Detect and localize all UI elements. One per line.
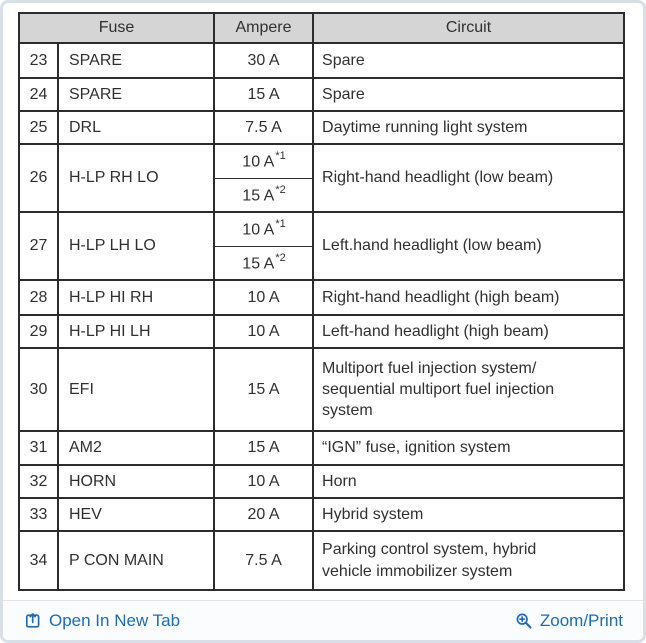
- fuse-ampere: 10 A: [213, 279, 315, 316]
- fuse-ampere-option-1: 10 A*1: [213, 211, 315, 247]
- fuse-ampere: 15 A: [213, 77, 315, 112]
- footnote-marker: *1: [275, 218, 286, 231]
- table-row: 15 A*2: [19, 245, 624, 281]
- viewer-toolbar: Open In New Tab Zoom/Print: [3, 600, 643, 640]
- fuse-number: 33: [18, 497, 59, 532]
- fuse-number: 27: [18, 211, 59, 281]
- fuse-circuit: Right-hand headlight (low beam): [312, 143, 626, 213]
- fuse-ampere: 7.5 A: [213, 530, 315, 591]
- table-area: Fuse Ampere Circuit 23 SPARE 30 A Spare …: [3, 3, 643, 600]
- footnote-marker: *2: [275, 183, 286, 196]
- fuse-name: H-LP RH LO: [56, 143, 216, 213]
- fuse-ampere: 7.5 A: [213, 110, 315, 145]
- ampere-value: 15 A: [242, 254, 275, 272]
- table-row: 26 H-LP RH LO 10 A*1 Right-hand headligh…: [18, 143, 626, 213]
- fuse-circuit: Daytime running light system: [312, 110, 626, 145]
- table-row: 34 P CON MAIN 7.5 A Parking control syst…: [18, 530, 626, 591]
- fuse-number: 23: [18, 42, 59, 79]
- fuse-ampere: 15 A: [213, 430, 315, 466]
- fuse-number: 28: [18, 279, 59, 316]
- header-fuse: Fuse: [17, 12, 216, 44]
- fuse-number: 34: [18, 530, 59, 591]
- fuse-number: 30: [18, 347, 59, 432]
- fuse-ampere-option-2: 15 A*2: [213, 177, 315, 213]
- table-row: 27 H-LP LH LO 10 A*1 Left.hand headlight…: [18, 211, 626, 281]
- table-row: 23 SPARE 30 A Spare: [18, 42, 626, 79]
- fuse-circuit: Left.hand headlight (low beam): [312, 211, 626, 281]
- fuse-circuit: Spare: [312, 42, 626, 79]
- header-circuit: Circuit: [312, 12, 626, 44]
- fuse-name: SPARE: [56, 42, 216, 79]
- magnifier-plus-icon: [515, 612, 533, 630]
- fuse-name: EFI: [56, 347, 216, 432]
- fuse-ampere: 10 A: [213, 314, 315, 349]
- open-in-new-tab-link[interactable]: Open In New Tab: [25, 611, 180, 631]
- footnote-marker: *2: [275, 251, 286, 264]
- fuse-circuit: Multiport fuel injection system/ sequent…: [312, 347, 626, 432]
- fuse-ampere-option-1: 10 A*1: [213, 143, 315, 179]
- fuse-ampere: 15 A: [213, 347, 315, 432]
- fuse-circuit: Hybrid system: [312, 497, 626, 532]
- fuse-name: SPARE: [56, 77, 216, 112]
- fuse-ampere: 30 A: [213, 42, 315, 79]
- open-in-new-tab-icon: [25, 612, 42, 629]
- fuse-number: 24: [18, 77, 59, 112]
- fuse-circuit: Horn: [312, 464, 626, 499]
- open-in-new-tab-label: Open In New Tab: [49, 610, 181, 630]
- footnote-marker: *1: [275, 150, 286, 163]
- fuse-name: H-LP HI LH: [56, 314, 216, 349]
- fuse-circuit: Spare: [312, 77, 626, 112]
- fuse-name: DRL: [56, 110, 216, 145]
- fuse-number: 29: [18, 314, 59, 349]
- header-ampere: Ampere: [213, 12, 315, 44]
- fuse-name: HEV: [56, 497, 216, 532]
- fuse-circuit: Left-hand headlight (high beam): [312, 314, 626, 349]
- table-row: 31 AM2 15 A “IGN” fuse, ignition system: [18, 430, 626, 466]
- fuse-number: 32: [18, 464, 59, 499]
- table-row: 24 SPARE 15 A Spare: [18, 77, 626, 112]
- ampere-value: 15 A: [242, 186, 275, 204]
- fuse-name: P CON MAIN: [56, 530, 216, 591]
- fuse-number: 26: [18, 143, 59, 213]
- fuse-ampere: 20 A: [213, 497, 315, 532]
- ampere-value: 10 A: [242, 153, 275, 171]
- fuse-name: AM2: [56, 430, 216, 466]
- fuse-number: 25: [18, 110, 59, 145]
- table-row: 32 HORN 10 A Horn: [18, 464, 626, 499]
- table-row: 25 DRL 7.5 A Daytime running light syste…: [18, 110, 626, 145]
- zoom-print-link[interactable]: Zoom/Print: [515, 611, 623, 631]
- fuse-ampere: 10 A: [213, 464, 315, 499]
- table-row: 28 H-LP HI RH 10 A Right-hand headlight …: [18, 279, 626, 316]
- fuse-circuit: Parking control system, hybrid vehicle i…: [312, 530, 626, 591]
- header-row: Fuse Ampere Circuit: [17, 12, 626, 44]
- table-row: 33 HEV 20 A Hybrid system: [18, 497, 626, 532]
- table-row: 29 H-LP HI LH 10 A Left-hand headlight (…: [18, 314, 626, 349]
- fuse-circuit: Right-hand headlight (high beam): [312, 279, 626, 316]
- zoom-print-label: Zoom/Print: [539, 610, 623, 630]
- fuse-name: H-LP LH LO: [56, 211, 216, 281]
- fuse-table: Fuse Ampere Circuit 23 SPARE 30 A Spare …: [17, 12, 626, 591]
- table-row: 15 A*2: [19, 177, 624, 213]
- fuse-ampere-option-2: 15 A*2: [213, 245, 315, 281]
- fuse-name: HORN: [56, 464, 216, 499]
- table-row: 30 EFI 15 A Multiport fuel injection sys…: [18, 347, 626, 432]
- fuse-circuit: “IGN” fuse, ignition system: [312, 430, 626, 466]
- ampere-value: 10 A: [242, 221, 275, 239]
- fuse-number: 31: [18, 430, 59, 466]
- fuse-name: H-LP HI RH: [56, 279, 216, 316]
